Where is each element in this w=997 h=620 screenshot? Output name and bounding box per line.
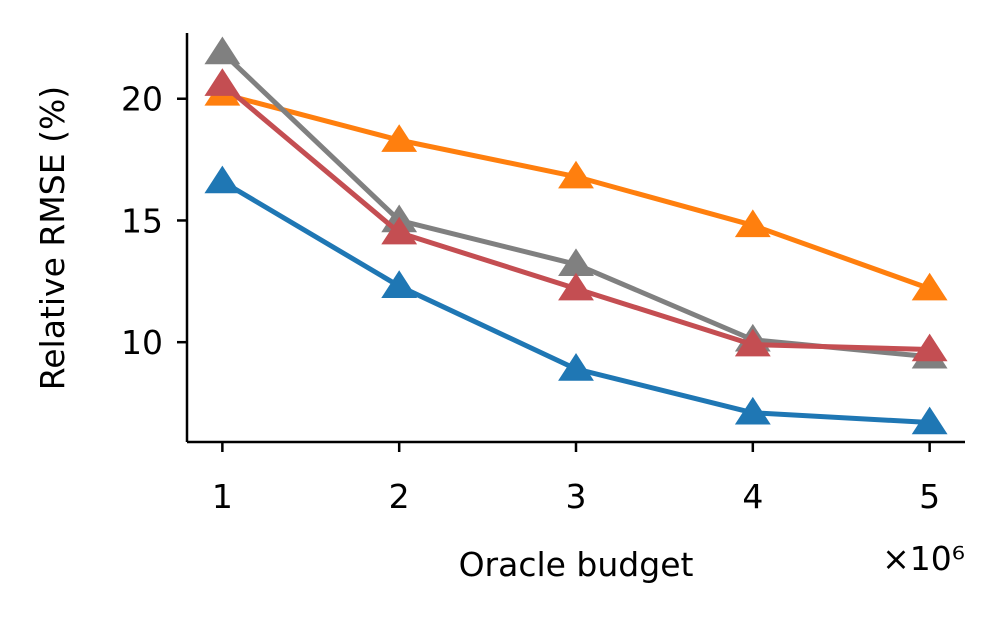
data-point-marker [911,406,948,435]
data-point-marker [204,68,241,96]
y-tick-label: 15 [121,201,163,240]
series-3 [204,36,948,369]
y-tick-label: 10 [121,323,163,362]
data-point-marker [911,333,948,362]
x-ticks: 1 2 3 4 5 [212,442,940,516]
series-line [219,49,933,360]
x-tick-label: 1 [212,477,233,516]
y-tick-label: 20 [121,80,163,119]
data-point-marker [381,216,418,245]
data-point-marker [558,353,594,381]
data-point-marker [558,272,594,301]
series-line [219,179,933,426]
data-point-marker [204,165,241,194]
series-layer [204,36,948,435]
x-axis-label: Oracle budget [459,545,694,584]
data-point-marker [734,209,771,238]
y-axis-label: Relative RMSE (%) [33,86,72,390]
data-point-marker [911,272,948,301]
x-tick-label: 5 [919,477,940,516]
data-point-marker [734,328,771,357]
y-ticks: 10 15 20 [121,80,187,362]
x-tick-label: 4 [742,477,763,516]
series-4 [204,68,948,362]
data-point-marker [204,36,241,65]
x-tick-label: 2 [389,477,410,516]
data-point-marker [734,396,771,425]
series-1 [204,165,948,435]
data-point-marker [558,160,594,189]
x-scale-label: ×10⁶ [882,539,965,578]
data-point-marker [381,124,418,152]
x-tick-label: 3 [566,477,587,516]
data-point-marker [381,270,418,298]
